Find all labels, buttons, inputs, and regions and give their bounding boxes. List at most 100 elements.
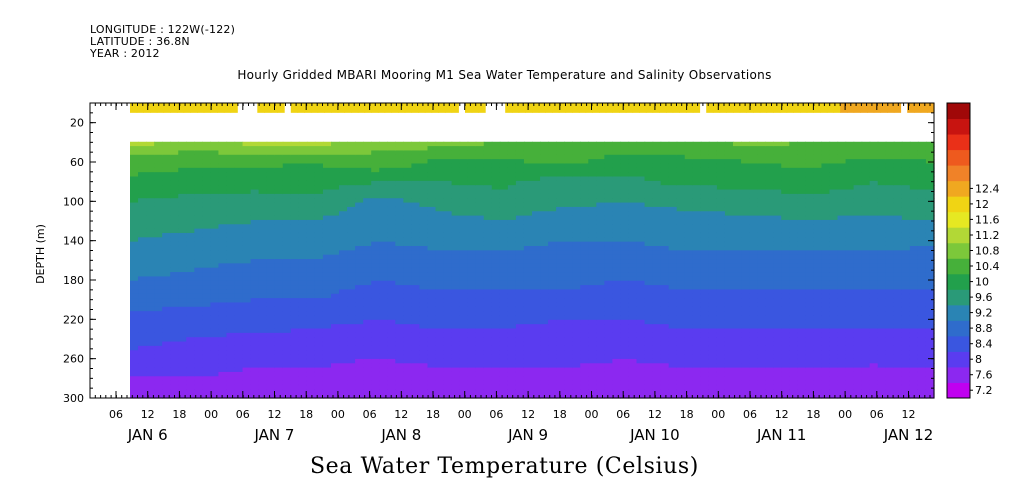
temperature-cell — [403, 354, 412, 360]
temperature-cell — [475, 358, 485, 364]
temperature-cell — [194, 319, 203, 325]
temperature-cell — [371, 345, 380, 351]
temperature-cell — [274, 211, 284, 217]
temperature-cell — [708, 254, 718, 260]
temperature-cell — [266, 393, 276, 399]
temperature-cell — [556, 302, 565, 308]
temperature-cell — [604, 324, 613, 330]
temperature-cell — [242, 150, 252, 156]
temperature-cell — [387, 224, 396, 230]
temperature-cell — [749, 315, 758, 321]
temperature-cell — [194, 211, 203, 217]
temperature-cell — [314, 172, 324, 178]
temperature-cell — [580, 302, 589, 308]
temperature-cell — [403, 185, 412, 191]
temperature-cell — [178, 302, 187, 308]
temperature-cell — [523, 328, 533, 334]
temperature-cell — [733, 280, 742, 286]
temperature-cell — [427, 189, 437, 195]
temperature-cell — [692, 141, 702, 147]
temperature-cell — [700, 232, 710, 238]
temperature-cell — [636, 341, 646, 347]
temperature-cell — [379, 228, 388, 234]
temperature-cell — [395, 350, 404, 356]
temperature-cell — [668, 228, 678, 234]
temperature-cell — [781, 393, 790, 399]
temperature-cell — [515, 285, 525, 291]
temperature-cell — [540, 380, 549, 386]
temperature-cell — [797, 267, 806, 273]
temperature-cell — [218, 172, 228, 178]
temperature-cell — [250, 211, 260, 217]
temperature-cell — [628, 159, 638, 165]
temperature-cell — [572, 380, 581, 386]
temperature-cell — [170, 259, 179, 264]
temperature-cell — [250, 228, 260, 234]
temperature-cell — [540, 302, 549, 308]
temperature-cell — [572, 193, 581, 199]
temperature-cell — [612, 350, 622, 356]
temperature-cell — [258, 276, 268, 282]
temperature-cell — [355, 224, 364, 230]
temperature-cell — [797, 211, 806, 217]
temperature-cell — [242, 180, 252, 186]
temperature-cell — [660, 202, 670, 208]
temperature-cell — [379, 154, 388, 160]
temperature-cell — [282, 315, 292, 321]
temperature-cell — [532, 254, 541, 260]
temperature-cell — [130, 232, 139, 238]
temperature-cell — [290, 228, 300, 234]
temperature-cell — [250, 393, 260, 399]
temperature-cell — [540, 324, 549, 330]
temperature-cell — [202, 224, 211, 230]
temperature-cell — [274, 150, 284, 156]
temperature-cell — [306, 376, 316, 382]
temperature-cell — [459, 280, 469, 286]
temperature-cell — [347, 363, 356, 369]
temperature-cell — [218, 376, 228, 382]
temperature-cell — [298, 224, 308, 230]
temperature-cell — [226, 141, 236, 147]
temperature-cell — [427, 176, 437, 182]
temperature-cell — [282, 341, 292, 347]
temperature-cell — [628, 276, 638, 282]
temperature-cell — [556, 254, 565, 260]
temperature-cell — [210, 237, 220, 243]
temperature-cell — [371, 332, 380, 338]
temperature-cell — [684, 354, 694, 360]
temperature-cell — [322, 298, 332, 304]
temperature-cell — [146, 328, 155, 334]
temperature-cell — [210, 180, 220, 186]
temperature-cell — [162, 241, 171, 247]
temperature-cell — [339, 263, 348, 269]
temperature-cell — [210, 146, 220, 152]
temperature-cell — [684, 289, 694, 295]
temperature-cell — [515, 150, 525, 156]
temperature-cell — [789, 150, 798, 156]
temperature-cell — [580, 276, 589, 282]
temperature-cell — [628, 232, 638, 238]
temperature-cell — [298, 272, 308, 277]
temperature-cell — [387, 276, 396, 282]
temperature-cell — [387, 298, 396, 304]
temperature-cell — [612, 250, 622, 256]
temperature-cell — [628, 328, 638, 334]
temperature-cell — [588, 180, 597, 186]
temperature-cell — [154, 241, 163, 247]
temperature-cell — [331, 224, 340, 230]
temperature-cell — [652, 211, 662, 217]
temperature-cell — [339, 389, 348, 395]
temperature-cell — [644, 350, 654, 356]
temperature-cell — [765, 376, 774, 382]
temperature-cell — [250, 259, 260, 264]
temperature-cell — [282, 311, 292, 317]
temperature-cell — [322, 332, 332, 338]
temperature-cell — [580, 176, 589, 182]
temperature-cell — [733, 272, 742, 277]
temperature-cell — [234, 211, 244, 217]
temperature-cell — [130, 315, 139, 321]
temperature-cell — [692, 219, 702, 225]
temperature-cell — [580, 141, 589, 147]
temperature-cell — [339, 224, 348, 230]
temperature-cell — [210, 324, 220, 330]
